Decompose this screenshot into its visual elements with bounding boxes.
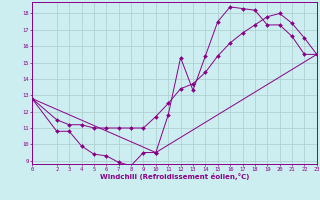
X-axis label: Windchill (Refroidissement éolien,°C): Windchill (Refroidissement éolien,°C) xyxy=(100,173,249,180)
